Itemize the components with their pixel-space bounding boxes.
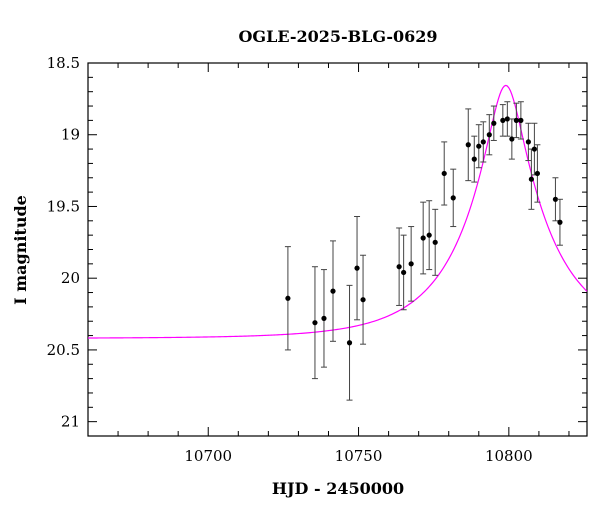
data-marker [312, 320, 318, 326]
y-tick-label: 18.5 [47, 54, 80, 72]
data-point [441, 141, 448, 206]
data-point [490, 105, 497, 141]
data-point [528, 148, 535, 210]
data-point [465, 108, 472, 182]
data-marker [504, 116, 510, 122]
data-point [525, 122, 532, 162]
data-marker [426, 232, 432, 238]
data-marker [513, 117, 519, 123]
data-point [504, 101, 511, 137]
data-marker [401, 269, 407, 276]
data-marker [321, 315, 327, 321]
data-marker [330, 288, 336, 294]
data-point [396, 227, 403, 306]
x-tick-label: 10750 [335, 447, 383, 465]
data-point [320, 269, 327, 368]
model-curve-layer [87, 84, 588, 339]
data-point [499, 104, 506, 137]
data-point [450, 168, 457, 228]
data-marker [491, 120, 497, 126]
y-tick-label: 21 [61, 413, 80, 431]
data-marker [360, 297, 366, 303]
axis-ticks [87, 62, 587, 437]
data-point [408, 226, 415, 302]
data-marker [486, 132, 492, 138]
data-point [346, 284, 353, 401]
data-marker [465, 142, 471, 148]
data-point [426, 200, 433, 271]
data-point [552, 177, 559, 222]
data-marker [518, 117, 524, 123]
x-tick-label: 10700 [184, 447, 232, 465]
data-marker [525, 139, 531, 145]
data-point [471, 135, 478, 183]
data-point [534, 144, 541, 203]
data-point [486, 114, 493, 156]
data-point [284, 246, 291, 351]
data-marker [476, 143, 482, 149]
data-marker [471, 156, 477, 162]
data-marker [557, 219, 563, 225]
data-marker [432, 239, 438, 245]
data-points-layer [284, 101, 563, 401]
data-point [400, 234, 407, 311]
data-point [517, 101, 524, 140]
data-point [311, 266, 318, 380]
data-marker [408, 261, 414, 267]
chart-title: OGLE-2025-BLG-0629 [238, 27, 437, 46]
data-marker [528, 176, 534, 182]
data-marker [509, 136, 515, 142]
data-marker [480, 139, 486, 145]
data-marker [534, 170, 541, 177]
data-point [432, 208, 439, 276]
data-marker [441, 170, 447, 177]
model-curve [87, 84, 588, 339]
data-point [420, 201, 427, 275]
data-marker [354, 265, 360, 271]
x-axis-label: HJD - 2450000 [272, 479, 404, 498]
data-marker [285, 295, 291, 301]
data-marker [396, 264, 402, 270]
data-point [513, 102, 520, 139]
data-point [360, 254, 367, 345]
data-point [354, 216, 361, 321]
data-marker [346, 340, 353, 346]
y-tick-label: 20 [61, 269, 80, 287]
y-tick-label: 20.5 [47, 341, 80, 359]
y-tick-label: 19 [61, 126, 80, 144]
data-point [531, 122, 538, 176]
data-point [508, 118, 515, 160]
y-axis-label: I magnitude [11, 195, 30, 305]
data-point [329, 240, 336, 342]
y-tick-label: 19.5 [47, 197, 80, 215]
data-point [475, 124, 482, 169]
x-tick-label: 10800 [485, 447, 533, 465]
data-marker [420, 235, 426, 241]
data-marker [531, 146, 537, 152]
tick-labels: 10700 10750 10800 18.5 19 19.5 20 20.5 21 [47, 54, 533, 465]
data-point [480, 121, 487, 163]
data-point [556, 198, 563, 246]
data-marker [552, 196, 559, 202]
data-marker [500, 117, 506, 123]
data-marker [450, 195, 456, 201]
